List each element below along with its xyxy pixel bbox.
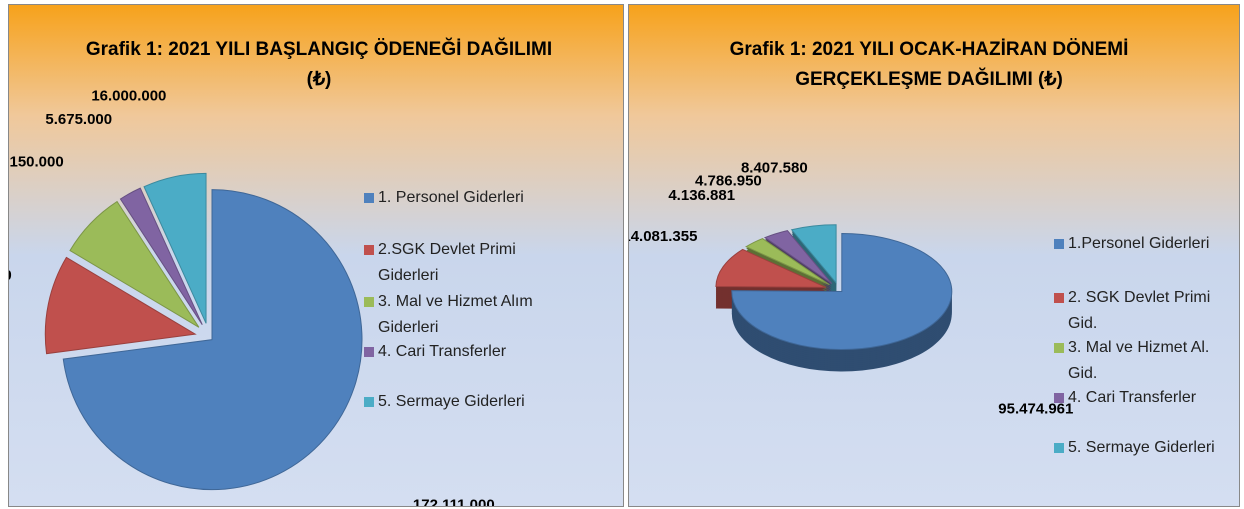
pie-slice — [119, 187, 203, 325]
data-label: 25.061.000 — [9, 267, 12, 284]
legend-entry: 4. Cari Transferler — [364, 339, 578, 365]
pie-canvas: 95.474.961 14.081.355 4.136.8814.786.9508.… — [629, 159, 1073, 418]
legend-swatch — [1054, 293, 1064, 303]
legend-text: 4. Cari Transferler — [1068, 389, 1197, 406]
legend-swatch — [1054, 343, 1064, 353]
legend-swatch — [1054, 239, 1064, 249]
legend-swatch — [364, 245, 374, 255]
pie-canvas: 172.111.000 25.061.000 17.150.000 5.675.000… — [9, 88, 495, 506]
pie-slice — [715, 248, 827, 288]
legend-entry: 5. Sermaye Giderleri — [364, 389, 578, 415]
legend-text: 2.SGK Devlet Primi Giderleri — [378, 241, 516, 284]
legend-text: 4. Cari Transferler — [378, 343, 507, 360]
pie-slice — [763, 230, 833, 285]
legend-entry: 1.Personel Giderleri — [1054, 231, 1238, 257]
data-label: 95.474.961 — [998, 401, 1073, 418]
data-label: 4.136.881 — [668, 187, 735, 204]
legend-swatch — [1054, 393, 1064, 403]
pie-slice — [44, 256, 197, 355]
pie-slice — [745, 238, 830, 286]
legend-text: 5. Sermaye Giderleri — [378, 393, 525, 410]
pie-slice — [143, 172, 207, 324]
data-label: 8.407.580 — [741, 159, 808, 176]
legend-entry: 5. Sermaye Giderleri — [1054, 435, 1238, 461]
data-label: 5.675.000 — [45, 111, 112, 128]
legend-swatch — [364, 397, 374, 407]
legend-swatch — [1054, 443, 1064, 453]
legend-text: 5. Sermaye Giderleri — [1068, 439, 1215, 456]
legend-entry: 3. Mal ve Hizmet Al. Gid. — [1054, 335, 1238, 387]
legend-text: 3. Mal ve Hizmet Al. Gid. — [1068, 339, 1210, 382]
legend-entry: 2.SGK Devlet Primi Giderleri — [364, 237, 578, 289]
chart-title: Grafik 1: 2021 YILI OCAK-HAZİRAN DÖNEMİ … — [729, 39, 1129, 90]
data-label: 17.150.000 — [9, 154, 64, 171]
data-label: 14.081.355 — [629, 228, 697, 245]
chart-panel: Grafik 1: 2021 YILI OCAK-HAZİRAN DÖNEMİ … — [628, 4, 1240, 507]
legend-entry: 2. SGK Devlet Primi Gid. — [1054, 285, 1238, 337]
pie-slice — [69, 200, 200, 328]
data-label: 16.000.000 — [91, 88, 166, 105]
legend-swatch — [364, 193, 374, 203]
legend-swatch — [364, 297, 374, 307]
legend-entry: 4. Cari Transferler — [1054, 385, 1238, 411]
pie-slice — [790, 224, 837, 285]
legend-text: 2. SGK Devlet Primi Gid. — [1068, 289, 1211, 332]
legend-entry: 3. Mal ve Hizmet Alım Giderleri — [364, 289, 578, 341]
legend-text: 1.Personel Giderleri — [1068, 235, 1210, 252]
legend-swatch — [364, 347, 374, 357]
chart-title: Grafik 1: 2021 YILI BAŞLANGIÇ ÖDENEĞİ DA… — [85, 39, 553, 90]
data-label: 4.786.950 — [695, 172, 762, 189]
pie-slice — [731, 233, 953, 350]
pie-slice — [62, 189, 363, 491]
legend-text: 3. Mal ve Hizmet Alım Giderleri — [378, 293, 533, 336]
legend-text: 1. Personel Giderleri — [378, 189, 524, 206]
legend-entry: 1. Personel Giderleri — [364, 185, 578, 211]
chart-panel: Grafik 1: 2021 YILI BAŞLANGIÇ ÖDENEĞİ DA… — [8, 4, 624, 507]
data-label: 172.111.000 — [413, 497, 495, 506]
